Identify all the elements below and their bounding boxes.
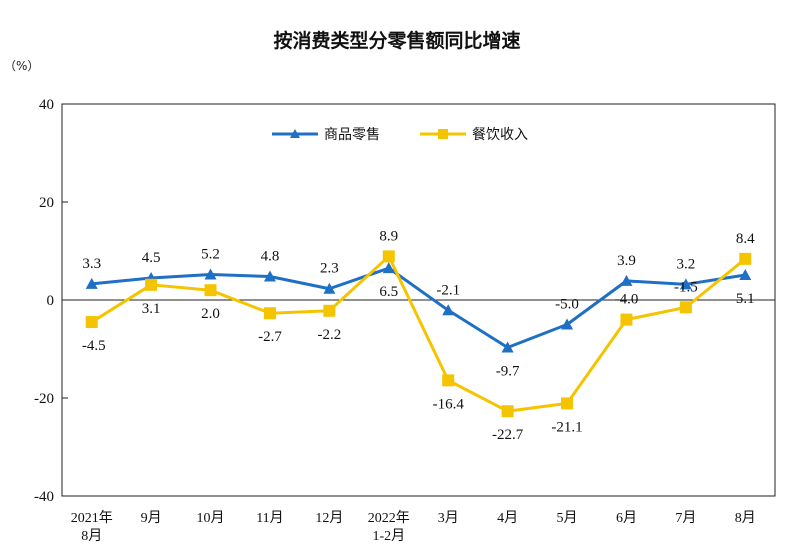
data-point-commodity-retail bbox=[263, 270, 276, 282]
y-axis-unit-label: （%） bbox=[4, 59, 39, 73]
data-point-commodity-retail bbox=[620, 274, 633, 286]
data-label-catering-revenue: -2.2 bbox=[318, 327, 342, 343]
legend-label-commodity-retail: 商品零售 bbox=[324, 127, 380, 143]
x-tick-label: 1-2月 bbox=[372, 528, 405, 544]
data-point-catering-revenue bbox=[323, 304, 336, 317]
data-point-commodity-retail bbox=[679, 278, 692, 290]
x-tick-label: 7月 bbox=[675, 510, 696, 526]
x-tick-label: 2021年 bbox=[71, 510, 113, 526]
data-point-catering-revenue bbox=[501, 405, 514, 418]
chart-title: 按消费类型分零售额同比增速 bbox=[273, 29, 520, 52]
x-tick-label: 4月 bbox=[497, 510, 518, 526]
y-axis-ticks: 40 20 0 -20 -40 bbox=[34, 97, 68, 505]
data-point-catering-revenue bbox=[85, 316, 98, 329]
data-label-catering-revenue: -22.7 bbox=[492, 427, 524, 443]
data-point-commodity-retail bbox=[323, 282, 336, 294]
data-label-catering-revenue: -2.7 bbox=[258, 329, 282, 345]
x-tick-label: 5月 bbox=[557, 510, 578, 526]
data-point-catering-revenue bbox=[739, 252, 752, 265]
series-line-commodity-retail bbox=[91, 266, 746, 350]
x-tick-label: 9月 bbox=[141, 510, 162, 526]
legend-item-catering-revenue: 餐饮收入 bbox=[420, 127, 528, 143]
data-label-commodity-retail: -5.0 bbox=[555, 297, 579, 313]
data-point-catering-revenue bbox=[382, 250, 395, 263]
y-tick-label: 0 bbox=[47, 293, 55, 309]
x-tick-label: 3月 bbox=[438, 510, 459, 526]
data-point-catering-revenue bbox=[442, 374, 455, 387]
x-tick-label: 10月 bbox=[197, 510, 225, 526]
y-tick-label: 20 bbox=[39, 195, 54, 211]
legend-item-commodity-retail: 商品零售 bbox=[272, 127, 380, 143]
y-tick-label: -40 bbox=[34, 489, 54, 505]
data-point-commodity-retail bbox=[204, 268, 217, 280]
data-point-catering-revenue bbox=[145, 278, 158, 291]
data-label-catering-revenue: 3.1 bbox=[142, 301, 161, 317]
data-point-catering-revenue bbox=[263, 307, 276, 320]
data-point-catering-revenue bbox=[561, 397, 574, 410]
data-label-catering-revenue: 8.4 bbox=[736, 231, 755, 247]
data-label-catering-revenue: -21.1 bbox=[551, 419, 582, 435]
legend-label-catering-revenue: 餐饮收入 bbox=[472, 127, 528, 143]
data-point-catering-revenue bbox=[204, 284, 217, 297]
x-tick-label: 11月 bbox=[256, 510, 283, 526]
data-point-commodity-retail bbox=[442, 304, 455, 316]
y-tick-label: 40 bbox=[39, 97, 54, 113]
data-label-catering-revenue: -16.4 bbox=[433, 396, 465, 412]
legend: 商品零售 餐饮收入 bbox=[272, 127, 528, 143]
x-tick-label: 8月 bbox=[735, 510, 756, 526]
data-point-commodity-retail bbox=[85, 277, 98, 289]
x-tick-label: 8月 bbox=[81, 528, 102, 544]
data-label-commodity-retail: 5.1 bbox=[736, 291, 755, 307]
x-tick-label: 2022年 bbox=[368, 510, 410, 526]
x-axis-ticks: 2021年 8月 9月 10月 11月 12月 2022年 1-2月 3月 4月 5月 6月 7月 8月 bbox=[71, 510, 756, 544]
data-label-commodity-retail: 6.5 bbox=[379, 284, 398, 300]
x-tick-label: 6月 bbox=[616, 510, 637, 526]
data-label-catering-revenue: -4.0 bbox=[615, 292, 639, 308]
data-point-commodity-retail bbox=[382, 262, 395, 274]
square-marker-icon bbox=[438, 129, 448, 139]
data-point-commodity-retail bbox=[501, 341, 514, 353]
data-label-commodity-retail: -9.7 bbox=[496, 364, 520, 380]
data-label-catering-revenue: -4.5 bbox=[82, 338, 106, 354]
data-label-commodity-retail: 3.3 bbox=[82, 256, 101, 272]
data-label-commodity-retail: 3.9 bbox=[617, 253, 636, 269]
data-label-catering-revenue: -1.5 bbox=[674, 279, 698, 295]
data-point-catering-revenue bbox=[620, 313, 633, 326]
data-point-commodity-retail bbox=[561, 318, 574, 330]
series-line-catering-revenue bbox=[90, 254, 747, 413]
data-label-commodity-retail: 2.3 bbox=[320, 261, 339, 277]
data-label-commodity-retail: 3.2 bbox=[677, 256, 696, 272]
x-tick-label: 12月 bbox=[315, 510, 343, 526]
y-tick-label: -20 bbox=[34, 391, 54, 407]
data-label-commodity-retail: -2.1 bbox=[436, 282, 460, 298]
data-label-commodity-retail: 4.5 bbox=[142, 250, 161, 266]
data-point-commodity-retail bbox=[739, 269, 752, 281]
data-label-catering-revenue: 2.0 bbox=[201, 306, 220, 322]
data-label-commodity-retail: 4.8 bbox=[261, 248, 280, 264]
data-label-catering-revenue: 8.9 bbox=[379, 228, 398, 244]
triangle-marker-icon bbox=[290, 129, 300, 138]
series-layer bbox=[85, 250, 752, 418]
data-label-commodity-retail: 5.2 bbox=[201, 247, 220, 263]
data-labels-layer: 3.3 4.5 5.2 4.8 2.3 6.5 -2.1 -9.7 -5.0 3.9 3.2 5.1 -… bbox=[82, 228, 755, 443]
data-point-catering-revenue bbox=[679, 301, 692, 314]
